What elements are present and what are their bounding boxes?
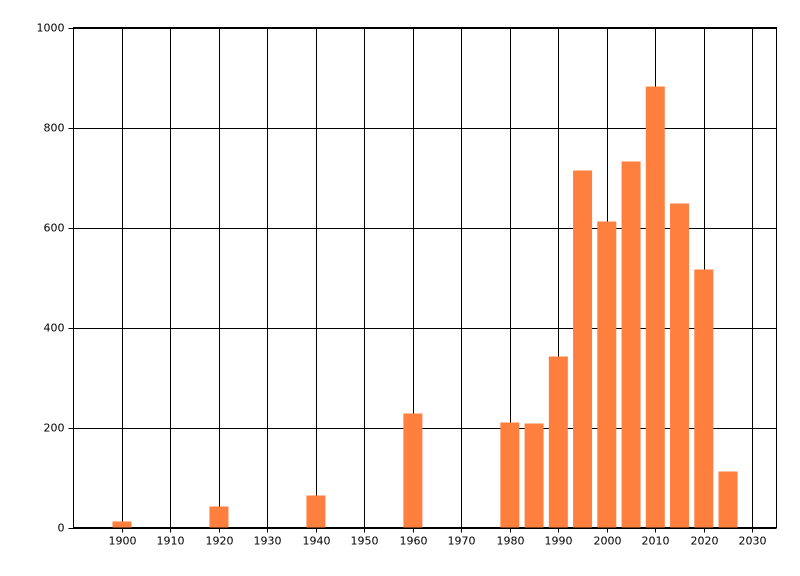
bar: [694, 269, 714, 528]
plot-frame: [73, 27, 777, 528]
x-tick-label: 1960: [400, 535, 428, 548]
y-tick-label: 1000: [37, 22, 65, 35]
x-tick-label: 1910: [157, 535, 185, 548]
x-tick-label: 1930: [254, 535, 282, 548]
x-tick-label: 2010: [642, 535, 670, 548]
x-tick-label: 1950: [351, 535, 379, 548]
x-tick-label: 1970: [448, 535, 476, 548]
x-tick-label: 1900: [109, 535, 137, 548]
bar: [621, 161, 641, 528]
bar: [500, 422, 520, 528]
bar: [718, 471, 738, 528]
x-tick-label: 2000: [594, 535, 622, 548]
y-tick-label: 800: [44, 122, 65, 135]
y-tick-label: 0: [58, 522, 65, 535]
y-tick-label: 400: [44, 322, 65, 335]
bar: [209, 506, 229, 528]
x-tick-label: 1940: [303, 535, 331, 548]
x-tick-label: 2030: [739, 535, 767, 548]
bar: [548, 356, 568, 528]
x-tick-label: 2020: [691, 535, 719, 548]
y-tick-label: 200: [44, 422, 65, 435]
bar: [597, 221, 617, 528]
bar: [112, 521, 132, 528]
x-tick-label: 1980: [497, 535, 525, 548]
bar: [403, 413, 423, 528]
y-tick-label: 600: [44, 222, 65, 235]
bar: [306, 495, 326, 528]
bar: [670, 203, 690, 528]
x-tick-label: 1920: [206, 535, 234, 548]
x-tick-label: 1990: [545, 535, 573, 548]
bar: [573, 170, 593, 528]
bar: [645, 86, 665, 528]
bar: [524, 423, 544, 528]
